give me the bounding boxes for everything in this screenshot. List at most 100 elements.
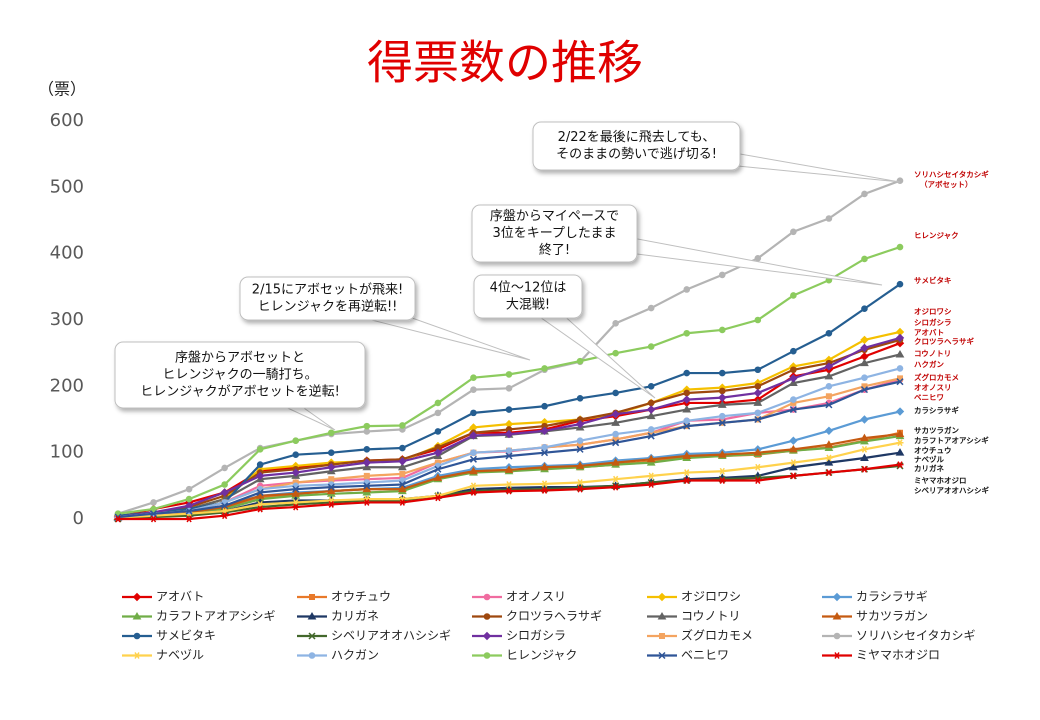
legend-label: サメビタキ	[156, 629, 216, 643]
marker	[682, 395, 691, 404]
marker	[434, 399, 442, 407]
marker	[895, 407, 905, 416]
legend-item: カラフトアオアシシギ	[122, 609, 276, 623]
marker	[362, 484, 372, 493]
callout-text: 序盤からアボセットと	[175, 351, 305, 366]
legend-item: コウノトリ	[647, 609, 741, 623]
marker	[540, 426, 549, 435]
callout-text: ヒレンジャクの一騎打ち。	[162, 368, 317, 383]
callout-text: ヒレンジャクがアボセットを逆転!	[140, 384, 340, 400]
marker	[860, 415, 869, 424]
marker	[647, 432, 655, 440]
marker	[896, 177, 904, 184]
series	[114, 378, 904, 521]
marker	[434, 465, 442, 473]
legend-item: アオバト	[122, 590, 204, 604]
legend-label: ミヤマホオジロ	[856, 648, 940, 662]
marker	[825, 469, 833, 476]
marker	[185, 515, 193, 523]
marker	[576, 357, 584, 365]
marker	[824, 440, 834, 448]
marker	[133, 652, 141, 659]
end-label: シロガシラ	[914, 317, 952, 327]
marker	[860, 453, 869, 461]
legend-item: ヒレンジャク	[472, 648, 577, 662]
marker	[362, 458, 372, 467]
legend-item: ミヤマホオジロ	[822, 648, 940, 662]
marker	[482, 631, 492, 641]
marker	[754, 316, 762, 324]
marker	[308, 632, 316, 640]
marker	[612, 475, 620, 483]
marker	[683, 329, 691, 337]
marker	[576, 394, 584, 402]
marker	[328, 476, 335, 483]
legend-label: オオノスリ	[506, 590, 566, 604]
marker	[646, 405, 656, 414]
legend-label: カラシラサギ	[856, 590, 928, 604]
marker	[576, 437, 584, 445]
marker	[505, 481, 513, 488]
y-tick-label: 100	[50, 442, 84, 463]
marker	[860, 445, 868, 453]
marker	[185, 485, 193, 493]
end-label: アオバト	[914, 328, 944, 337]
marker	[895, 333, 905, 343]
end-label: カリガネ	[914, 463, 944, 473]
marker	[682, 451, 692, 459]
marker	[292, 503, 300, 511]
marker	[789, 472, 797, 480]
marker	[469, 466, 478, 475]
marker	[363, 422, 371, 430]
marker	[469, 489, 477, 496]
series	[113, 333, 905, 522]
marker	[718, 369, 726, 377]
marker	[220, 488, 229, 497]
marker	[718, 419, 726, 427]
legend-item: カラシラサギ	[822, 590, 928, 604]
marker	[505, 487, 513, 495]
marker	[327, 449, 335, 456]
marker	[397, 462, 407, 471]
legend-label: オジロワシ	[681, 590, 741, 604]
legend-label: ソリハシセイタカシギ	[856, 629, 976, 643]
marker	[150, 499, 157, 506]
marker	[541, 449, 549, 457]
marker	[433, 473, 443, 481]
legend-item: オウチュウ	[297, 590, 391, 604]
end-label: （アボセット）	[920, 179, 973, 189]
marker	[540, 462, 549, 471]
callout-box	[473, 274, 583, 319]
callout-text: 4位〜12位は	[490, 281, 567, 296]
marker	[575, 419, 585, 429]
marker	[789, 436, 798, 445]
marker	[657, 612, 667, 620]
marker	[541, 480, 549, 488]
marker	[789, 374, 798, 383]
marker	[825, 454, 833, 462]
marker	[612, 483, 620, 491]
marker	[291, 489, 301, 497]
legend-item: サメビタキ	[122, 629, 216, 643]
marker	[150, 515, 158, 523]
marker	[895, 429, 905, 438]
marker	[861, 305, 868, 313]
callout-text: ヒレンジャクを再逆転!!	[258, 299, 398, 315]
marker	[896, 243, 904, 251]
callout-box	[471, 204, 638, 263]
chart-title: 得票数の推移	[367, 36, 643, 90]
marker	[255, 491, 265, 499]
marker	[363, 446, 371, 453]
marker	[683, 286, 691, 293]
legend-label: オウチュウ	[331, 590, 391, 604]
marker	[896, 461, 904, 469]
marker	[398, 480, 406, 489]
marker	[833, 632, 841, 640]
marker	[647, 343, 655, 350]
marker	[683, 389, 691, 397]
legend-label: クロツラヘラサギ	[506, 609, 602, 623]
marker	[470, 374, 477, 382]
marker	[647, 426, 655, 433]
marker	[363, 428, 371, 435]
